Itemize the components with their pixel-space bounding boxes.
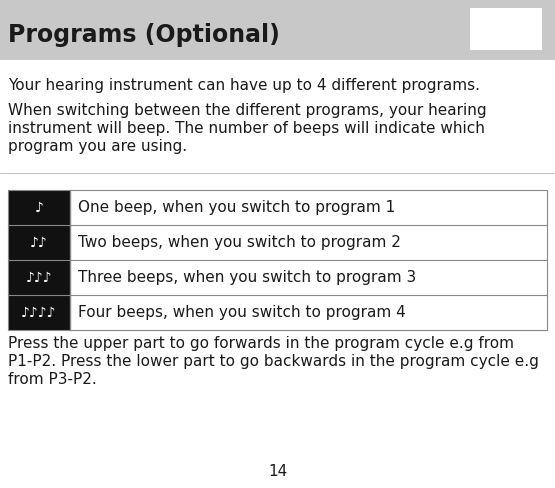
- Text: instrument will beep. The number of beeps will indicate which: instrument will beep. The number of beep…: [8, 121, 485, 136]
- Bar: [8, 260, 70, 295]
- Bar: [8, 225, 70, 260]
- Bar: [8, 190, 547, 330]
- Text: Two beeps, when you switch to program 2: Two beeps, when you switch to program 2: [78, 235, 401, 250]
- Bar: [0, 0, 555, 60]
- Text: program you are using.: program you are using.: [8, 139, 187, 154]
- Text: When switching between the different programs, your hearing: When switching between the different pro…: [8, 103, 487, 118]
- Bar: [470, 8, 542, 50]
- Text: One beep, when you switch to program 1: One beep, when you switch to program 1: [78, 200, 395, 215]
- Bar: [8, 190, 70, 225]
- Bar: [8, 295, 70, 330]
- Text: Programs (Optional): Programs (Optional): [8, 23, 280, 47]
- Text: ♪♪♪♪: ♪♪♪♪: [21, 305, 57, 320]
- Text: Three beeps, when you switch to program 3: Three beeps, when you switch to program …: [78, 270, 416, 285]
- Text: Four beeps, when you switch to program 4: Four beeps, when you switch to program 4: [78, 305, 406, 320]
- Text: Press the upper part to go forwards in the program cycle e.g from: Press the upper part to go forwards in t…: [8, 336, 514, 351]
- Text: ♪: ♪: [34, 201, 43, 215]
- Text: ♪♪: ♪♪: [30, 236, 48, 249]
- Text: from P3-P2.: from P3-P2.: [8, 372, 97, 387]
- Text: 14: 14: [268, 465, 287, 480]
- Text: ♪♪♪: ♪♪♪: [26, 270, 52, 285]
- Text: P1-P2. Press the lower part to go backwards in the program cycle e.g: P1-P2. Press the lower part to go backwa…: [8, 354, 539, 369]
- Text: Your hearing instrument can have up to 4 different programs.: Your hearing instrument can have up to 4…: [8, 78, 480, 93]
